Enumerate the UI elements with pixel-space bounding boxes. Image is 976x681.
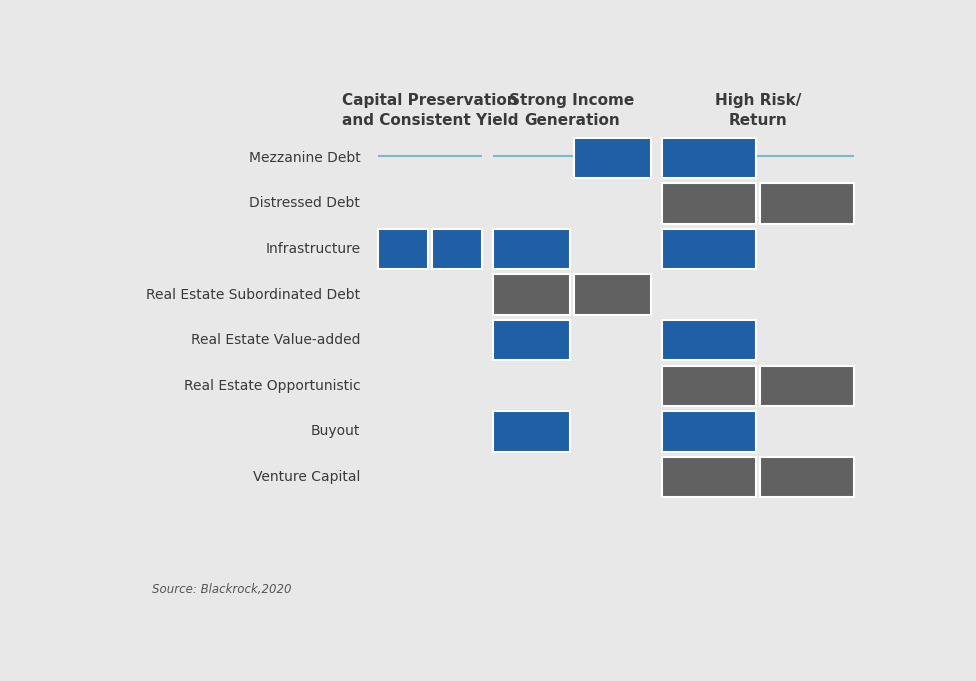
FancyBboxPatch shape (662, 457, 755, 497)
FancyBboxPatch shape (760, 366, 854, 406)
FancyBboxPatch shape (760, 457, 854, 497)
FancyBboxPatch shape (493, 274, 570, 315)
FancyBboxPatch shape (493, 411, 570, 452)
FancyBboxPatch shape (662, 366, 755, 406)
Text: Source: Blackrock,2020: Source: Blackrock,2020 (152, 583, 292, 596)
FancyBboxPatch shape (760, 183, 854, 223)
FancyBboxPatch shape (574, 274, 652, 315)
Text: Strong Income
Generation: Strong Income Generation (509, 93, 634, 128)
Text: Real Estate Subordinated Debt: Real Estate Subordinated Debt (146, 287, 360, 302)
FancyBboxPatch shape (432, 229, 482, 269)
Text: Real Estate Value-added: Real Estate Value-added (190, 333, 360, 347)
FancyBboxPatch shape (662, 320, 755, 360)
Text: Real Estate Opportunistic: Real Estate Opportunistic (183, 379, 360, 393)
Text: Infrastructure: Infrastructure (265, 242, 360, 256)
Text: High Risk/
Return: High Risk/ Return (715, 93, 801, 128)
FancyBboxPatch shape (574, 138, 652, 178)
FancyBboxPatch shape (662, 138, 755, 178)
FancyBboxPatch shape (493, 229, 570, 269)
FancyBboxPatch shape (662, 183, 755, 223)
FancyBboxPatch shape (662, 411, 755, 452)
Text: Distressed Debt: Distressed Debt (250, 196, 360, 210)
Text: Buyout: Buyout (311, 424, 360, 439)
Text: Venture Capital: Venture Capital (253, 470, 360, 484)
FancyBboxPatch shape (493, 320, 570, 360)
Text: Capital Preservation
and Consistent Yield: Capital Preservation and Consistent Yiel… (342, 93, 518, 128)
FancyBboxPatch shape (378, 229, 427, 269)
FancyBboxPatch shape (662, 229, 755, 269)
Text: Mezzanine Debt: Mezzanine Debt (249, 151, 360, 165)
